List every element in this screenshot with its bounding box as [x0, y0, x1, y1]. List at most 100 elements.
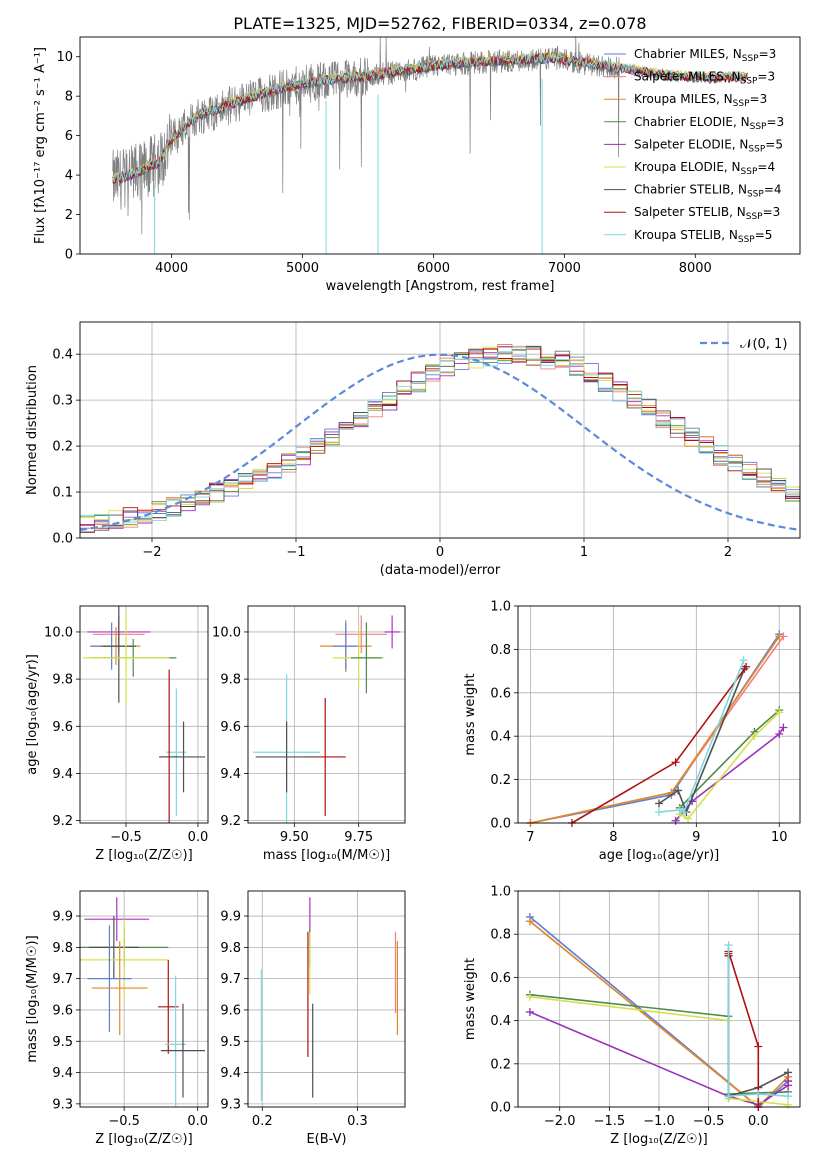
series-line-6: [658, 668, 746, 815]
x-tick-label: −2.0: [544, 1114, 576, 1129]
x-axis-label: Z [log₁₀(Z/Z☉)]: [610, 1132, 707, 1147]
x-tick-label: 1: [580, 545, 588, 560]
series-marker-6: [655, 799, 663, 808]
series-marker-7: [754, 1042, 763, 1051]
y-tick-label: 9.6: [52, 1003, 73, 1018]
series-marker-5: [784, 1100, 793, 1109]
x-tick-label: 0.3: [347, 1114, 368, 1129]
y-tick-label: 9.4: [52, 1066, 73, 1081]
legend-label: Chabrier STELIB, N: [634, 183, 747, 197]
y-tick-label: 9.5: [220, 1035, 241, 1050]
y-axis-label: mass [log₁₀(M/M☉)]: [25, 935, 40, 1062]
y-tick-label: 9.4: [52, 767, 73, 782]
series-marker-7: [742, 662, 751, 671]
chart-age-vs-Z: −0.5 0.0 9.2 9.4 9.6 9.8 10.0 Z [log₁₀(Z/Z☉)] ag…: [25, 605, 209, 863]
series-marker-4: [775, 730, 784, 739]
x-tick-label: 8: [609, 830, 617, 845]
series-marker-7: [671, 758, 680, 767]
plot-frame: [247, 890, 406, 1108]
x-tick-label: −2: [142, 545, 161, 560]
legend-entry-7: Salpeter STELIB, NSSP=3: [634, 205, 780, 222]
x-tick-label: 0.0: [187, 1114, 208, 1129]
y-axis-label: mass weight: [463, 673, 478, 755]
legend-label: Chabrier MILES, N: [634, 47, 742, 61]
y-axis-label: Flux [fλ10⁻¹⁷ erg cm⁻² s⁻¹ A⁻¹]: [33, 47, 48, 244]
x-tick-label: 7000: [548, 261, 581, 276]
chart-mass-vs-ebv: 0.2 0.3 9.3 9.4 9.5 9.6 9.7 9.8 9.9 E(B-V): [220, 890, 406, 1147]
series-line-0: [529, 916, 789, 1107]
legend-suffix: =5: [755, 228, 773, 242]
y-tick-label: 0.2: [52, 440, 73, 455]
legend-label: Salpeter STELIB, N: [634, 205, 746, 219]
x-axis-label: mass [log₁₀(M/M☉)]: [263, 848, 390, 863]
plot-frame: [517, 605, 801, 824]
series-marker-8: [784, 1092, 793, 1101]
x-tick-label: 9.75: [344, 830, 373, 845]
x-tick-label: 9.50: [280, 830, 309, 845]
y-tick-label: 9.9: [220, 910, 241, 925]
series-marker-5: [750, 732, 759, 741]
plot-frame: [79, 321, 801, 539]
legend-entry-3: Chabrier ELODIE, NSSP=3: [634, 115, 784, 132]
legend-label: Chabrier ELODIE, N: [634, 115, 750, 129]
y-tick-label: 10.0: [212, 625, 241, 640]
x-tick-label: −0.5: [110, 830, 142, 845]
y-tick-label: 0.2: [490, 1057, 511, 1072]
plot-frame: [79, 890, 209, 1108]
y-tick-label: 0.8: [490, 928, 511, 943]
y-tick-label: 0.4: [490, 1014, 511, 1029]
legend-sub: SSP: [747, 190, 764, 200]
x-tick-label: 9: [692, 830, 700, 845]
y-tick-label: 8: [65, 90, 73, 105]
y-tick-label: 9.8: [220, 673, 241, 688]
model-line-8: [112, 52, 748, 183]
y-tick-label: 9.4: [220, 1066, 241, 1081]
model-line-7: [112, 52, 748, 184]
x-tick-label: 4000: [155, 261, 188, 276]
chart-mass-vs-Z: −0.5 0.0 9.3 9.4 9.5 9.6 9.7 9.8 9.9 Z [log₁₀(Z/Z…: [25, 890, 209, 1147]
legend-label: Kroupa MILES, N: [634, 92, 733, 106]
series-marker-8: [754, 1090, 763, 1099]
y-tick-label: 10: [56, 50, 73, 65]
legend-suffix: =3: [759, 47, 777, 61]
plot-frame: [79, 605, 209, 824]
x-axis-label: Z [log₁₀(Z/Z☉)]: [95, 848, 192, 863]
y-tick-label: 9.7: [220, 972, 241, 987]
plot-frame: [517, 890, 801, 1108]
x-tick-label: 5000: [286, 261, 319, 276]
x-tick-label: −0.5: [108, 1114, 140, 1129]
series-marker-4: [779, 723, 788, 732]
x-axis-label: E(B-V): [306, 1132, 346, 1147]
series-marker-6: [784, 1068, 793, 1077]
x-tick-label: 7: [526, 830, 534, 845]
chart-residual-hist: −2 −1 0 1 2 0.0 0.1 0.2 0.3 0.4 (data-model)/error…: [25, 321, 801, 578]
y-tick-label: 4: [65, 169, 73, 184]
series-marker-2: [775, 632, 784, 641]
x-tick-label: 2: [724, 545, 732, 560]
legend-sub: SSP: [742, 54, 759, 64]
y-tick-label: 9.6: [52, 720, 73, 735]
series-line-5: [679, 711, 780, 820]
legend-suffix: =4: [764, 183, 782, 197]
y-tick-label: 0.0: [490, 817, 511, 832]
plot-frame: [247, 605, 406, 824]
series-marker-8: [655, 808, 663, 817]
x-tick-label: −0.5: [693, 1114, 725, 1129]
x-axis-label: age [log₁₀(age/yr)]: [599, 848, 720, 863]
y-tick-label: 6: [65, 129, 73, 144]
series-marker-2: [525, 917, 534, 926]
series-marker-4: [784, 1077, 793, 1086]
series-marker-8: [675, 805, 684, 814]
legend-sub: SSP: [741, 77, 758, 87]
y-tick-label: 9.8: [52, 673, 73, 688]
y-tick-label: 0.2: [490, 773, 511, 788]
legend-entry-6: Chabrier STELIB, NSSP=4: [634, 183, 782, 200]
y-tick-label: 9.2: [220, 814, 241, 829]
series-marker-4: [671, 816, 680, 825]
series-line-8: [727, 945, 789, 1098]
y-tick-label: 9.2: [52, 814, 73, 829]
chart-mass-weight-vs-age: 7 8 9 10 0.0 0.2 0.4 0.6 0.8 1.0 age [log₁₀(age/yr…: [463, 600, 801, 863]
x-axis-label: (data-model)/error: [380, 563, 501, 578]
x-tick-label: 6000: [417, 261, 450, 276]
legend-suffix: =3: [757, 70, 775, 84]
